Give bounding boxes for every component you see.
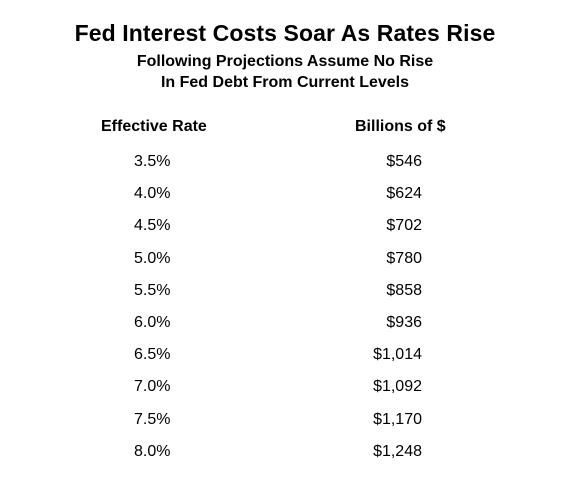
rate-cell: 8.0% [134, 442, 171, 460]
rate-cell: 5.5% [134, 281, 171, 299]
amount-cell: $858 [386, 281, 422, 299]
rate-cell: 7.0% [134, 378, 171, 396]
table-row: 7.0% $1,092 [0, 378, 575, 410]
table-row: 6.0% $936 [0, 314, 575, 346]
table-row: 6.5% $1,014 [0, 346, 575, 378]
table-row: 5.0% $780 [0, 250, 575, 282]
amount-cell: $1,248 [373, 442, 422, 460]
amount-cell: $1,092 [373, 378, 422, 396]
amount-cell: $624 [386, 185, 422, 203]
table-row: 8.0% $1,248 [0, 443, 575, 475]
table-row: 5.5% $858 [0, 282, 575, 314]
rate-cell: 7.5% [134, 410, 171, 428]
rate-cell: 5.0% [134, 249, 171, 267]
table-row: 3.5% $546 [0, 153, 575, 185]
rate-cell: 3.5% [134, 153, 171, 170]
table-row: 4.5% $702 [0, 217, 575, 249]
amount-cell: $936 [386, 313, 422, 331]
amount-cell: $546 [386, 153, 422, 170]
chart-title: Fed Interest Costs Soar As Rates Rise [74, 20, 496, 46]
amount-cell: $702 [386, 217, 422, 235]
rate-cell: 6.0% [134, 313, 171, 331]
table-row: 7.5% $1,170 [0, 411, 575, 443]
amount-cell: $1,014 [373, 346, 422, 364]
chart-subtitle-line-1: Following Projections Assume No Rise [136, 53, 434, 70]
rate-cell: 4.5% [134, 217, 171, 235]
rate-cell: 6.5% [134, 346, 171, 364]
table-body: 3.5% $546 4.0% $624 4.5% $702 5.0% $780 5.5% $858… [0, 153, 575, 475]
table-row: 4.0% $624 [0, 185, 575, 217]
column-header-billions: Billions of $ [355, 118, 446, 135]
amount-cell: $1,170 [373, 410, 422, 428]
column-header-effective-rate: Effective Rate [101, 118, 207, 135]
chart-subtitle-line-2: In Fed Debt From Current Levels [160, 74, 410, 91]
rate-cell: 4.0% [134, 185, 171, 203]
amount-cell: $780 [386, 249, 422, 267]
